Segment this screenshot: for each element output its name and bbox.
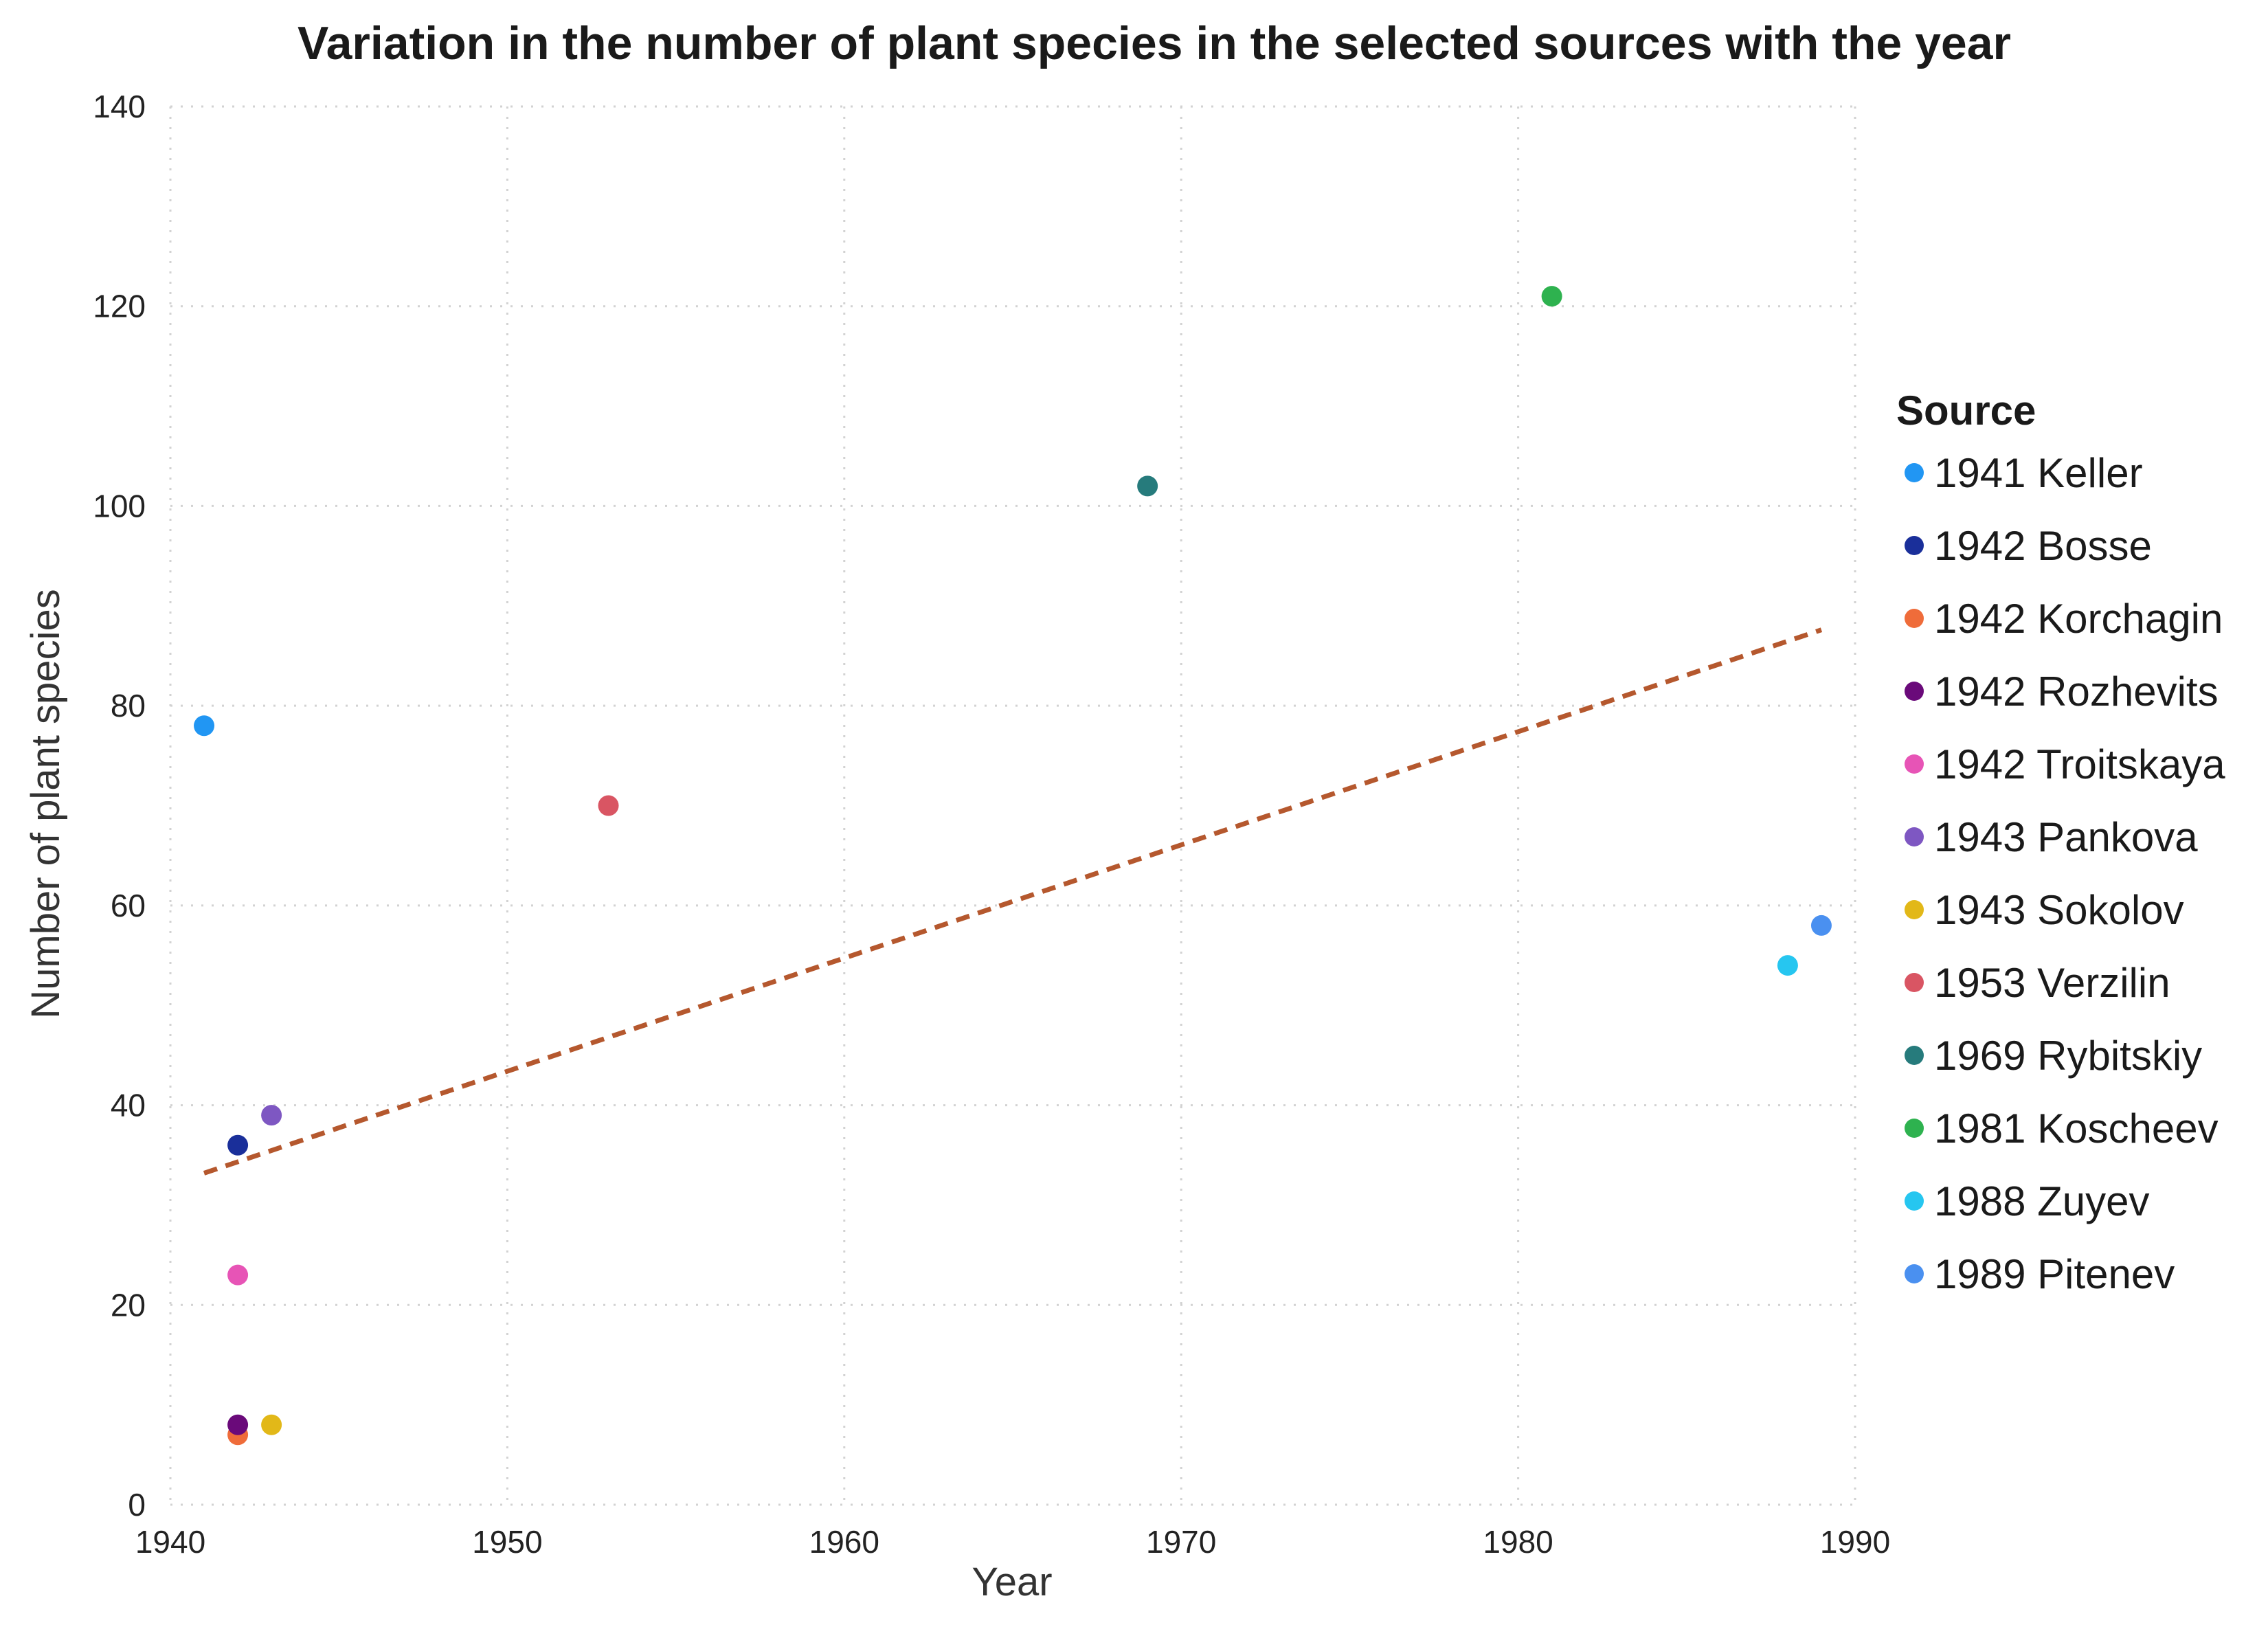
y-tick-label: 140 — [93, 89, 146, 124]
data-points — [194, 286, 1832, 1446]
data-point — [1810, 915, 1832, 936]
legend-marker — [1905, 900, 1924, 919]
y-tick-label: 60 — [111, 888, 146, 923]
data-point — [598, 795, 619, 816]
x-tick-label: 1980 — [1483, 1524, 1553, 1560]
legend-item-label: 1942 Troitskaya — [1934, 741, 2225, 787]
legend-marker — [1905, 1119, 1924, 1138]
data-point — [194, 715, 215, 737]
chart-title: Variation in the number of plant species… — [297, 17, 2011, 69]
x-axis-label: Year — [972, 1560, 1052, 1604]
legend-marker — [1905, 827, 1924, 846]
data-point — [227, 1414, 249, 1435]
y-tick-label: 40 — [111, 1088, 146, 1123]
legend-item-label: 1942 Bosse — [1934, 523, 2152, 569]
legend-marker — [1905, 609, 1924, 628]
legend-item-label: 1942 Korchagin — [1934, 596, 2223, 642]
trendline-layer — [203, 627, 1823, 1176]
legend-item-label: 1942 Rozhevits — [1934, 669, 2219, 715]
legend-marker — [1905, 1191, 1924, 1211]
y-axis-ticks: 0 20 40 60 80 100 120 140 — [93, 89, 146, 1523]
legend-item-label: 1941 Keller — [1934, 450, 2143, 496]
legend-marker — [1905, 1264, 1924, 1283]
legend-marker — [1905, 682, 1924, 701]
legend-marker — [1905, 973, 1924, 992]
legend-item-label: 1981 Koscheev — [1934, 1106, 2219, 1152]
y-axis-label: Number of plant species — [23, 589, 68, 1018]
y-tick-label: 80 — [111, 688, 146, 723]
data-point — [1777, 955, 1798, 976]
legend-marker — [1905, 754, 1924, 774]
y-tick-label: 20 — [111, 1287, 146, 1323]
data-point — [1137, 475, 1158, 497]
legend-item-label: 1953 Verzilin — [1934, 960, 2170, 1006]
legend-item-label: 1943 Sokolov — [1934, 887, 2184, 933]
legend-item-label: 1988 Zuyev — [1934, 1178, 2150, 1224]
legend-item-label: 1989 Pitenev — [1934, 1251, 2175, 1297]
legend-title: Source — [1896, 388, 2036, 434]
x-tick-label: 1970 — [1146, 1524, 1216, 1560]
data-point — [1541, 286, 1562, 307]
y-tick-label: 0 — [128, 1487, 146, 1523]
legend: Source 1941 Keller 1942 Bosse 1942 Korchag… — [1896, 388, 2225, 1297]
x-tick-label: 1950 — [472, 1524, 542, 1560]
legend-marker — [1905, 536, 1924, 555]
x-tick-label: 1940 — [135, 1524, 205, 1560]
y-tick-label: 100 — [93, 488, 146, 524]
grid — [169, 105, 1856, 1506]
x-axis-ticks: 1940 1950 1960 1970 1980 1990 — [135, 1524, 1890, 1560]
y-tick-label: 120 — [93, 289, 146, 324]
legend-marker — [1905, 1046, 1924, 1065]
legend-items: 1941 Keller 1942 Bosse 1942 Korchagin 1942 … — [1905, 450, 2225, 1297]
trendline — [203, 627, 1823, 1176]
legend-marker — [1905, 463, 1924, 482]
legend-item-label: 1969 Rybitskiy — [1934, 1033, 2202, 1079]
legend-item-label: 1943 Pankova — [1934, 814, 2198, 860]
data-point — [261, 1414, 282, 1435]
x-tick-label: 1990 — [1820, 1524, 1890, 1560]
data-point — [261, 1105, 282, 1126]
data-point — [227, 1134, 249, 1156]
data-point — [227, 1264, 249, 1286]
x-tick-label: 1960 — [809, 1524, 879, 1560]
